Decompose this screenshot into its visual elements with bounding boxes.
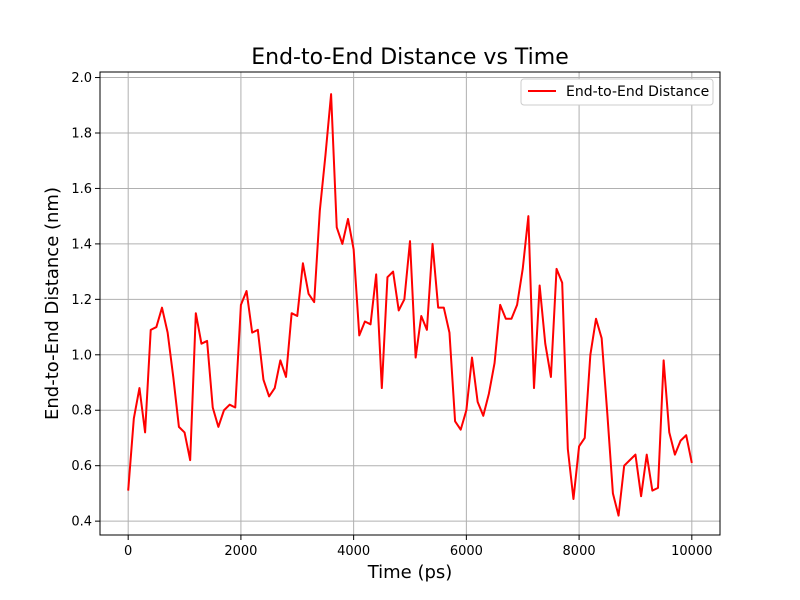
y-tick-label: 0.6 (71, 459, 92, 474)
y-tick-label: 0.8 (71, 404, 92, 419)
x-tick-label: 10000 (671, 544, 712, 559)
y-axis: 0.4 0.6 0.8 1.0 1.2 1.4 1.6 1.8 2.0 (71, 71, 100, 530)
x-tick-label: 6000 (450, 544, 483, 559)
x-tick-label: 8000 (563, 544, 596, 559)
axes-frame (99, 71, 721, 536)
y-tick-label: 2.0 (71, 71, 92, 86)
x-tick-label: 4000 (337, 544, 370, 559)
series-line (127, 93, 693, 517)
y-tick-label: 1.6 (71, 182, 92, 197)
y-tick-label: 1.2 (71, 293, 92, 308)
plot-lines (127, 93, 693, 517)
x-axis-label: Time (ps) (367, 562, 453, 583)
y-tick-label: 1.0 (71, 348, 92, 363)
y-tick-label: 0.4 (71, 515, 92, 530)
legend-box (520, 78, 714, 106)
chart-title: End-to-End Distance vs Time (251, 45, 569, 70)
x-tick-label: 0 (124, 544, 132, 559)
y-axis-label: End-to-End Distance (nm) (42, 187, 63, 420)
legend-label: End-to-End Distance (566, 84, 709, 100)
y-tick-label: 1.4 (71, 237, 92, 252)
legend: End-to-End Distance (520, 78, 714, 106)
grid (100, 72, 720, 535)
x-tick-label: 2000 (224, 544, 257, 559)
x-axis: 0 2000 4000 6000 8000 10000 (124, 535, 712, 559)
y-tick-label: 1.8 (71, 126, 92, 141)
